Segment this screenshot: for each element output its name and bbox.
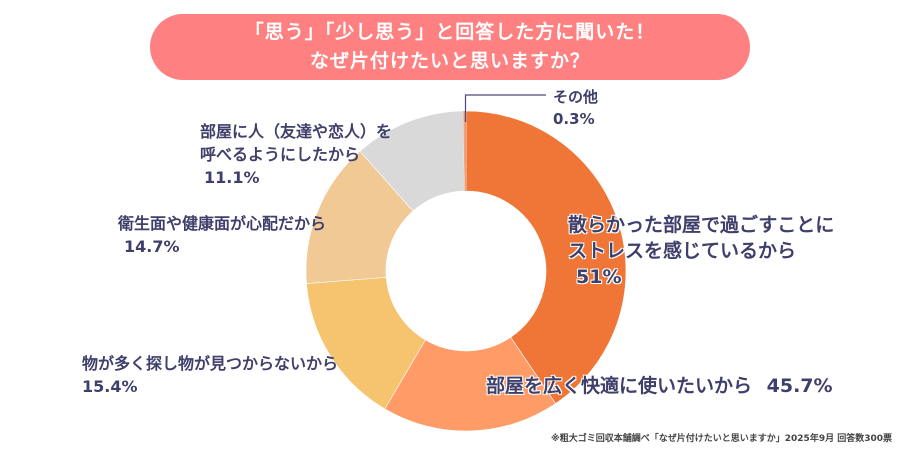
slice-guests	[359, 110, 465, 212]
label-searching-value: 15.4%	[82, 377, 138, 396]
label-hygiene-value: 14.7%	[124, 237, 180, 256]
label-searching: 物が多く探し物が見つからないから 15.4%	[82, 352, 338, 398]
label-searching-text: 物が多く探し物が見つからないから	[82, 354, 339, 373]
label-stress: 散らかった部屋で過ごすことに ストレスを感じているから 51%	[568, 212, 834, 290]
label-guests-line2: 呼べるようにしたから	[200, 145, 361, 164]
label-spacious: 部屋を広く快適に使いたいから 45.7%	[486, 373, 833, 399]
slice-hygiene	[305, 150, 414, 284]
label-hygiene-text: 衛生面や健康面が心配だから	[118, 214, 327, 233]
label-guests-value: 11.1%	[204, 168, 260, 187]
slice-other	[463, 110, 466, 191]
slice-spacious	[384, 336, 556, 432]
label-guests: 部屋に人（友達や恋人）を 呼べるようにしたから 11.1%	[200, 120, 392, 189]
label-other-value: 0.3%	[553, 110, 595, 128]
source-footnote: ※粗大ゴミ回収本舗調べ「なぜ片付けたいと思いますか」2025年9月 回答数300…	[551, 434, 892, 444]
label-stress-line2: ストレスを感じているから	[568, 240, 797, 262]
label-spacious-text: 部屋を広く快適に使いたいから	[486, 375, 753, 397]
label-spacious-value: 45.7%	[766, 375, 833, 397]
label-guests-line1: 部屋に人（友達や恋人）を	[200, 122, 393, 141]
other-leader-line	[464, 94, 546, 122]
title-line-1: 「思う」「少し思う」と回答した方に聞いた！	[244, 21, 656, 43]
title-banner: 「思う」「少し思う」と回答した方に聞いた！ なぜ片付けたいと思いますか？	[150, 14, 750, 80]
label-other-text: その他	[553, 88, 599, 106]
label-stress-value: 51%	[576, 266, 622, 288]
title-line-2: なぜ片付けたいと思いますか？	[309, 50, 590, 72]
slice-stress	[465, 110, 627, 405]
label-other: その他 0.3%	[553, 86, 598, 130]
label-hygiene: 衛生面や健康面が心配だから 14.7%	[118, 212, 326, 258]
label-stress-line1: 散らかった部屋で過ごすことに	[568, 214, 835, 236]
